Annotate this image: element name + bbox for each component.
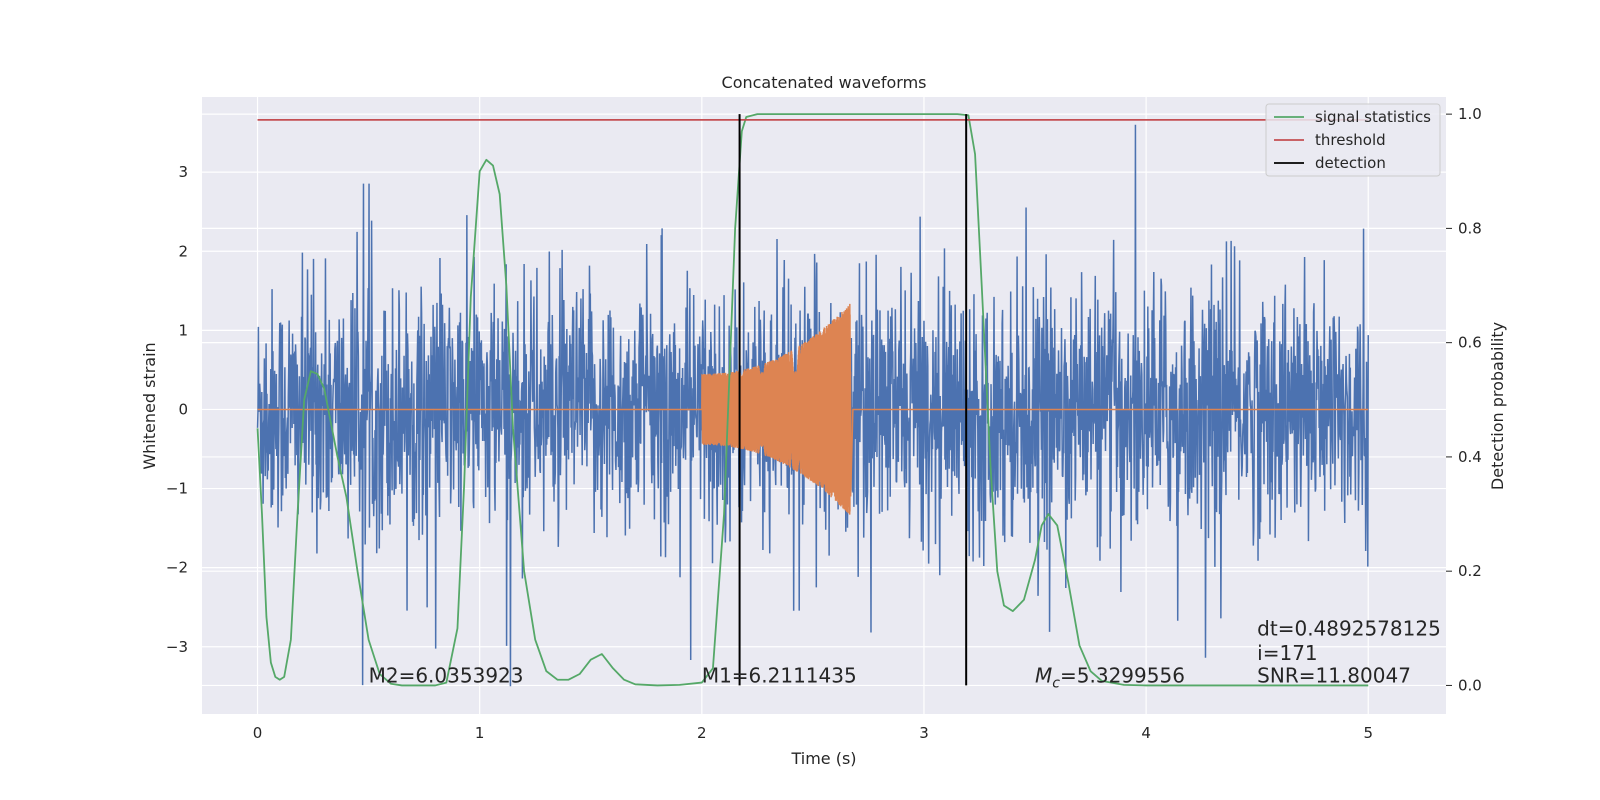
x-axis-ticks: 0 1 2 3 4 5	[253, 724, 1373, 742]
right-axis-ticks: 0.0 0.2 0.4 0.6 0.8 1.0	[1446, 105, 1482, 694]
legend-label-threshold: threshold	[1315, 131, 1386, 149]
y-tick-label-right: 0.2	[1458, 562, 1482, 580]
x-tick-label: 4	[1141, 724, 1151, 742]
y-tick-label-left: −3	[166, 638, 188, 656]
y-tick-label-right: 0.6	[1458, 334, 1482, 352]
y-axis-label-left: Whitened strain	[140, 342, 159, 469]
plot-area	[256, 113, 1369, 687]
legend-label-detection: detection	[1315, 154, 1386, 172]
legend: signal statistics threshold detection	[1265, 103, 1441, 177]
y-tick-label-left: 0	[178, 400, 188, 418]
chart-title: Concatenated waveforms	[722, 73, 927, 92]
x-tick-label: 3	[919, 724, 929, 742]
annotation-text: Mc=5.3299556	[1035, 663, 1185, 691]
y-tick-label-left: 3	[178, 163, 188, 181]
y-axis-label-right: Detection probability	[1488, 322, 1507, 490]
legend-box	[1265, 103, 1441, 177]
y-tick-label-right: 0.0	[1458, 676, 1482, 694]
x-tick-label: 2	[697, 724, 707, 742]
left-axis-ticks: −3 −2 −1 0 1 2 3	[166, 163, 188, 656]
x-tick-label: 5	[1363, 724, 1373, 742]
y-tick-label-left: 2	[178, 242, 188, 260]
series-signal-statistics	[256, 113, 1369, 687]
y-tick-label-left: 1	[178, 321, 188, 339]
annotation-text: SNR=11.80047	[1257, 663, 1411, 687]
x-tick-label: 1	[475, 724, 485, 742]
annotation-text: M2=6.0353923	[369, 663, 524, 687]
x-axis-label: Time (s)	[790, 749, 856, 768]
annotations: M2=6.0353923 M1=6.2111435 Mc=5.3299556 dt=0…	[369, 617, 1441, 692]
y-tick-label-left: −2	[166, 559, 188, 577]
y-tick-label-right: 1.0	[1458, 105, 1482, 123]
legend-label-signal-statistics: signal statistics	[1315, 108, 1431, 126]
series-template-waveform	[257, 303, 1369, 515]
annotation-text: i=171	[1257, 641, 1318, 665]
annotation-text: M1=6.2111435	[702, 663, 857, 687]
x-tick-label: 0	[253, 724, 263, 742]
y-tick-label-right: 0.8	[1458, 219, 1482, 237]
annotation-text: dt=0.4892578125	[1257, 617, 1441, 641]
y-tick-label-left: −1	[166, 480, 188, 498]
y-tick-label-right: 0.4	[1458, 448, 1482, 466]
